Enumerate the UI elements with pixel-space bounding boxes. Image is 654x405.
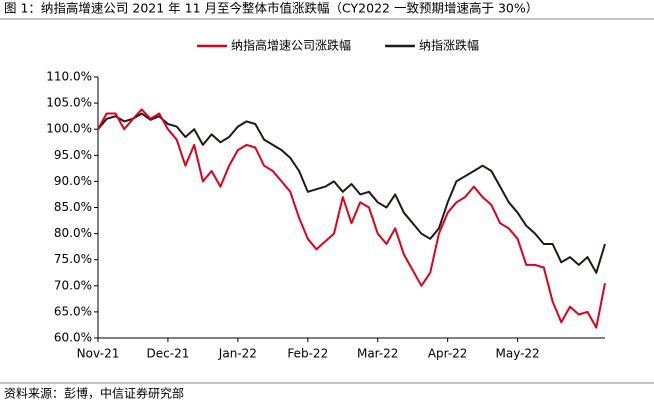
x-tick-label: Apr-22 <box>428 347 468 361</box>
y-tick-label: 70.0% <box>54 278 92 292</box>
y-tick-label: 80.0% <box>54 226 92 240</box>
x-tick-label: Nov-21 <box>77 347 120 361</box>
y-tick-label: 75.0% <box>54 252 92 266</box>
y-tick-label: 60.0% <box>54 331 92 345</box>
x-tick-label: Jan-22 <box>218 347 257 361</box>
chart-title: 图 1：纳指高增速公司 2021 年 11 月至今整体市值涨跌幅（CY2022 … <box>4 1 538 16</box>
legend-label: 纳指涨跌幅 <box>419 38 479 53</box>
x-tick-label: Dec-21 <box>147 347 190 361</box>
x-tick-label: May-22 <box>495 347 539 361</box>
x-tick-label: Feb-22 <box>287 347 328 361</box>
y-tick-label: 85.0% <box>54 200 92 214</box>
series-line <box>97 108 606 329</box>
y-tick-label: 105.0% <box>46 96 92 110</box>
legend-label: 纳指高增速公司涨跌幅 <box>231 38 351 53</box>
x-tick-label: Mar-22 <box>357 347 398 361</box>
series-line <box>97 112 606 274</box>
y-tick-label: 100.0% <box>46 122 92 136</box>
y-tick-label: 90.0% <box>54 174 92 188</box>
y-tick-label: 65.0% <box>54 304 92 318</box>
y-tick-label: 95.0% <box>54 148 92 162</box>
y-tick-label: 110.0% <box>46 70 92 84</box>
source: 资料来源：彭博，中信证券研究部 <box>4 386 184 401</box>
